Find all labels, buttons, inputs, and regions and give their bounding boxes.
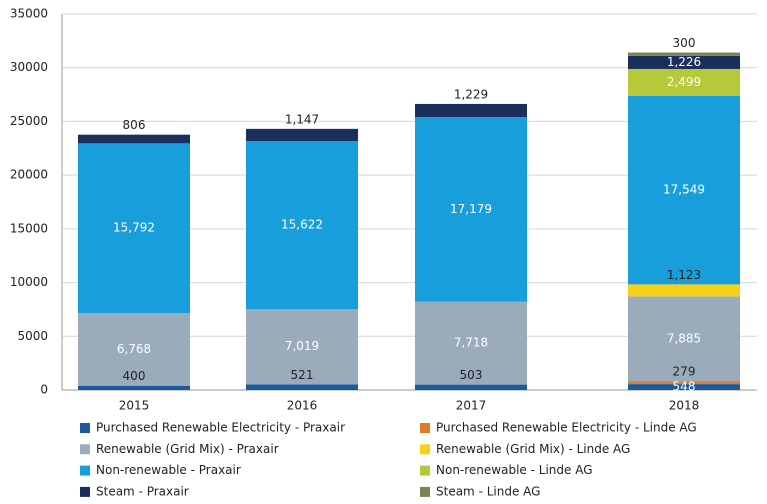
legend-label: Non-renewable - Praxair [96,463,241,477]
legend-swatch [420,486,430,497]
y-tick-label: 25000 [10,114,48,128]
bar-segment [415,103,527,118]
value-label: 548 [673,380,696,394]
value-label: 6,768 [117,342,151,356]
value-label: 1,147 [285,112,319,126]
value-label: 1,226 [667,55,701,69]
x-tick-label: 2018 [669,399,700,413]
legend-swatch [80,486,90,497]
x-tick-label: 2016 [287,399,318,413]
y-tick-label: 10000 [10,275,48,289]
value-label: 17,179 [450,202,492,216]
bar-segment [415,117,527,302]
legend-label: Purchased Renewable Electricity - Praxai… [96,421,345,435]
bar-segment [415,384,527,390]
y-tick-label: 5000 [17,329,48,343]
bar-segment [628,296,740,382]
value-label: 279 [673,365,696,379]
bar-segment [78,143,190,313]
y-tick-label: 35000 [10,7,48,21]
value-label: 15,792 [113,221,155,235]
legend-label: Purchased Renewable Electricity - Linde … [436,421,697,435]
bar-segment [246,384,358,390]
value-label: 806 [123,118,146,132]
y-tick-label: 30000 [10,60,48,74]
y-tick-label: 15000 [10,221,48,235]
bar-segment [628,284,740,297]
bar-segment [628,52,740,56]
value-label: 521 [291,368,314,382]
value-label: 17,549 [663,183,705,197]
legend-swatch [420,444,430,455]
value-label: 2,499 [667,75,701,89]
y-tick-label: 20000 [10,168,48,182]
bar-segment [78,385,190,390]
bar-segment [628,384,740,390]
value-label: 15,622 [281,218,323,232]
bar-segment [246,141,358,309]
legend-label: Non-renewable - Linde AG [436,463,593,477]
x-tick-label: 2015 [119,399,150,413]
legend-label: Steam - Linde AG [436,484,540,498]
legend-label: Renewable (Grid Mix) - Linde AG [436,442,630,456]
value-label: 300 [673,36,696,50]
bar-segment [415,301,527,385]
legend-label: Steam - Praxair [96,484,189,498]
legend-swatch [80,444,90,455]
bar-segment [78,312,190,386]
value-label: 1,229 [454,87,488,101]
legend-swatch [80,465,90,476]
bar-segment [78,134,190,144]
value-label: 503 [460,368,483,382]
bar-segment [246,308,358,385]
legend-swatch [420,465,430,476]
legend-label: Renewable (Grid Mix) - Praxair [96,442,279,456]
y-tick-label: 0 [40,383,48,397]
bar-segment [628,68,740,96]
x-tick-label: 2017 [456,399,487,413]
bar-segment [628,381,740,385]
legend-swatch [420,423,430,433]
bar-segment [246,128,358,142]
legend-swatch [80,423,90,433]
value-label: 7,885 [667,331,701,345]
bar-segment [628,95,740,285]
value-label: 7,718 [454,336,488,350]
value-label: 400 [123,369,146,383]
value-label: 7,019 [285,339,319,353]
value-label: 1,123 [667,268,701,282]
bar-segment [628,55,740,69]
